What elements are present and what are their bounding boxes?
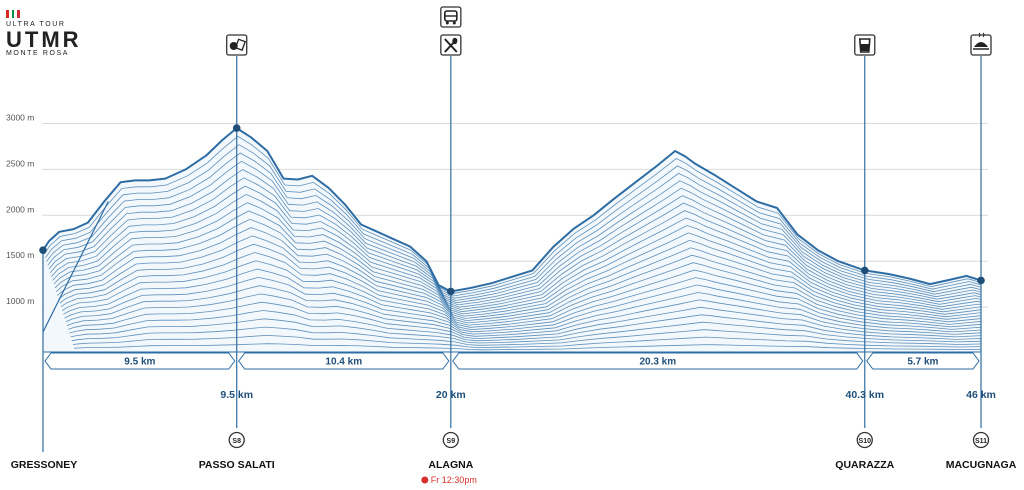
segment-band <box>44 352 236 370</box>
waypoint-name: PASSO SALATI <box>199 459 275 471</box>
flag-stripe <box>11 10 15 18</box>
segment-label: 10.4 km <box>325 357 362 368</box>
y-tick-label: 2500 m <box>6 158 34 168</box>
flag-stripe <box>17 10 20 18</box>
segment-label: 9.5 km <box>124 357 155 368</box>
steam <box>978 32 985 38</box>
brand-line-1: ULTRA TOUR <box>6 21 66 28</box>
waypoint-dot <box>232 124 241 132</box>
waypoint-name: ALAGNA <box>428 459 473 471</box>
contour-line <box>58 235 981 322</box>
contour-line <box>74 343 981 351</box>
contour-line <box>60 252 981 326</box>
stage-label: S10 <box>859 438 872 445</box>
stage-badge <box>972 431 990 449</box>
y-tick-label: 1500 m <box>6 250 34 260</box>
contour-line <box>47 160 981 301</box>
y-tick-label: 1000 m <box>6 296 34 306</box>
contour-line <box>65 285 981 335</box>
segment-band <box>866 352 980 370</box>
waypoint-name: MACUGNAGA <box>946 459 1017 471</box>
cloche <box>974 42 988 47</box>
brand-name: UTMR <box>6 27 82 52</box>
flag-stripe <box>6 10 9 18</box>
contour-line <box>57 227 981 319</box>
distance-label: 9.5 km <box>220 389 253 401</box>
stage-badge <box>442 431 459 449</box>
contour-line <box>52 193 981 310</box>
contour-line <box>54 210 981 315</box>
snack-icon <box>226 34 248 56</box>
contour-line <box>59 243 981 324</box>
contour-line <box>69 310 981 342</box>
flag-stripe <box>14 10 18 18</box>
contour-line <box>70 318 981 344</box>
liquid <box>860 44 869 51</box>
contour-line <box>53 202 981 313</box>
stage-badge <box>228 431 245 449</box>
bar <box>234 38 247 51</box>
segment-band <box>238 352 450 370</box>
segment-label: 20.3 km <box>639 357 676 368</box>
contour-line <box>45 144 981 297</box>
distance-label: 46 km <box>966 389 996 401</box>
profile-area <box>43 128 981 352</box>
contour-line <box>63 268 981 331</box>
brand-logo: ULTRA TOUR UTMR MONTE ROSA <box>6 10 86 58</box>
cutoff-time: Fr 12:30pm <box>431 475 477 485</box>
waypoint-name: GRESSONEY <box>11 459 78 471</box>
glass <box>858 38 871 53</box>
segment-band <box>452 352 864 370</box>
stage-badge <box>856 431 873 449</box>
contour-line <box>61 260 981 328</box>
y-tick-label: 3000 m <box>6 113 34 123</box>
contour-line <box>71 326 981 346</box>
y-tick-label: 2000 m <box>6 204 34 214</box>
stage-label: S11 <box>975 438 987 445</box>
bus-wheel <box>445 21 449 25</box>
waypoint-dot <box>977 276 985 285</box>
contour-line <box>46 152 981 299</box>
contour-line <box>48 169 981 304</box>
spoon-head <box>452 37 458 45</box>
stage-label: S8 <box>232 438 241 445</box>
contour-line <box>68 301 981 340</box>
contour-line <box>72 334 981 348</box>
flag-stripe <box>8 10 12 18</box>
distance-label: 20 km <box>436 389 466 401</box>
segment-label: 5.7 km <box>907 357 938 368</box>
contour-line <box>64 276 981 333</box>
stage-label: S9 <box>447 438 456 445</box>
contour-line <box>49 177 981 306</box>
contour-line <box>55 218 981 317</box>
clock-icon <box>421 476 429 484</box>
bus-wheel <box>452 21 456 25</box>
contour-line <box>66 293 981 337</box>
contour-group <box>43 135 981 351</box>
utensils-icon <box>440 34 462 56</box>
brand-line-3: MONTE ROSA <box>6 50 70 57</box>
contour-line <box>51 185 981 308</box>
bus-icon-frame <box>440 6 462 28</box>
flag-icon <box>6 10 20 18</box>
waypoint-name: QUARAZZA <box>835 459 894 471</box>
waypoint-dot <box>860 266 869 275</box>
waypoint-dot <box>39 246 47 254</box>
waypoint-dot <box>447 287 455 296</box>
hot-meal-icon <box>970 32 992 56</box>
bus-icon <box>440 6 462 28</box>
distance-label: 40.3 km <box>846 389 885 401</box>
contour-line <box>43 201 109 333</box>
drink-icon <box>854 34 876 56</box>
